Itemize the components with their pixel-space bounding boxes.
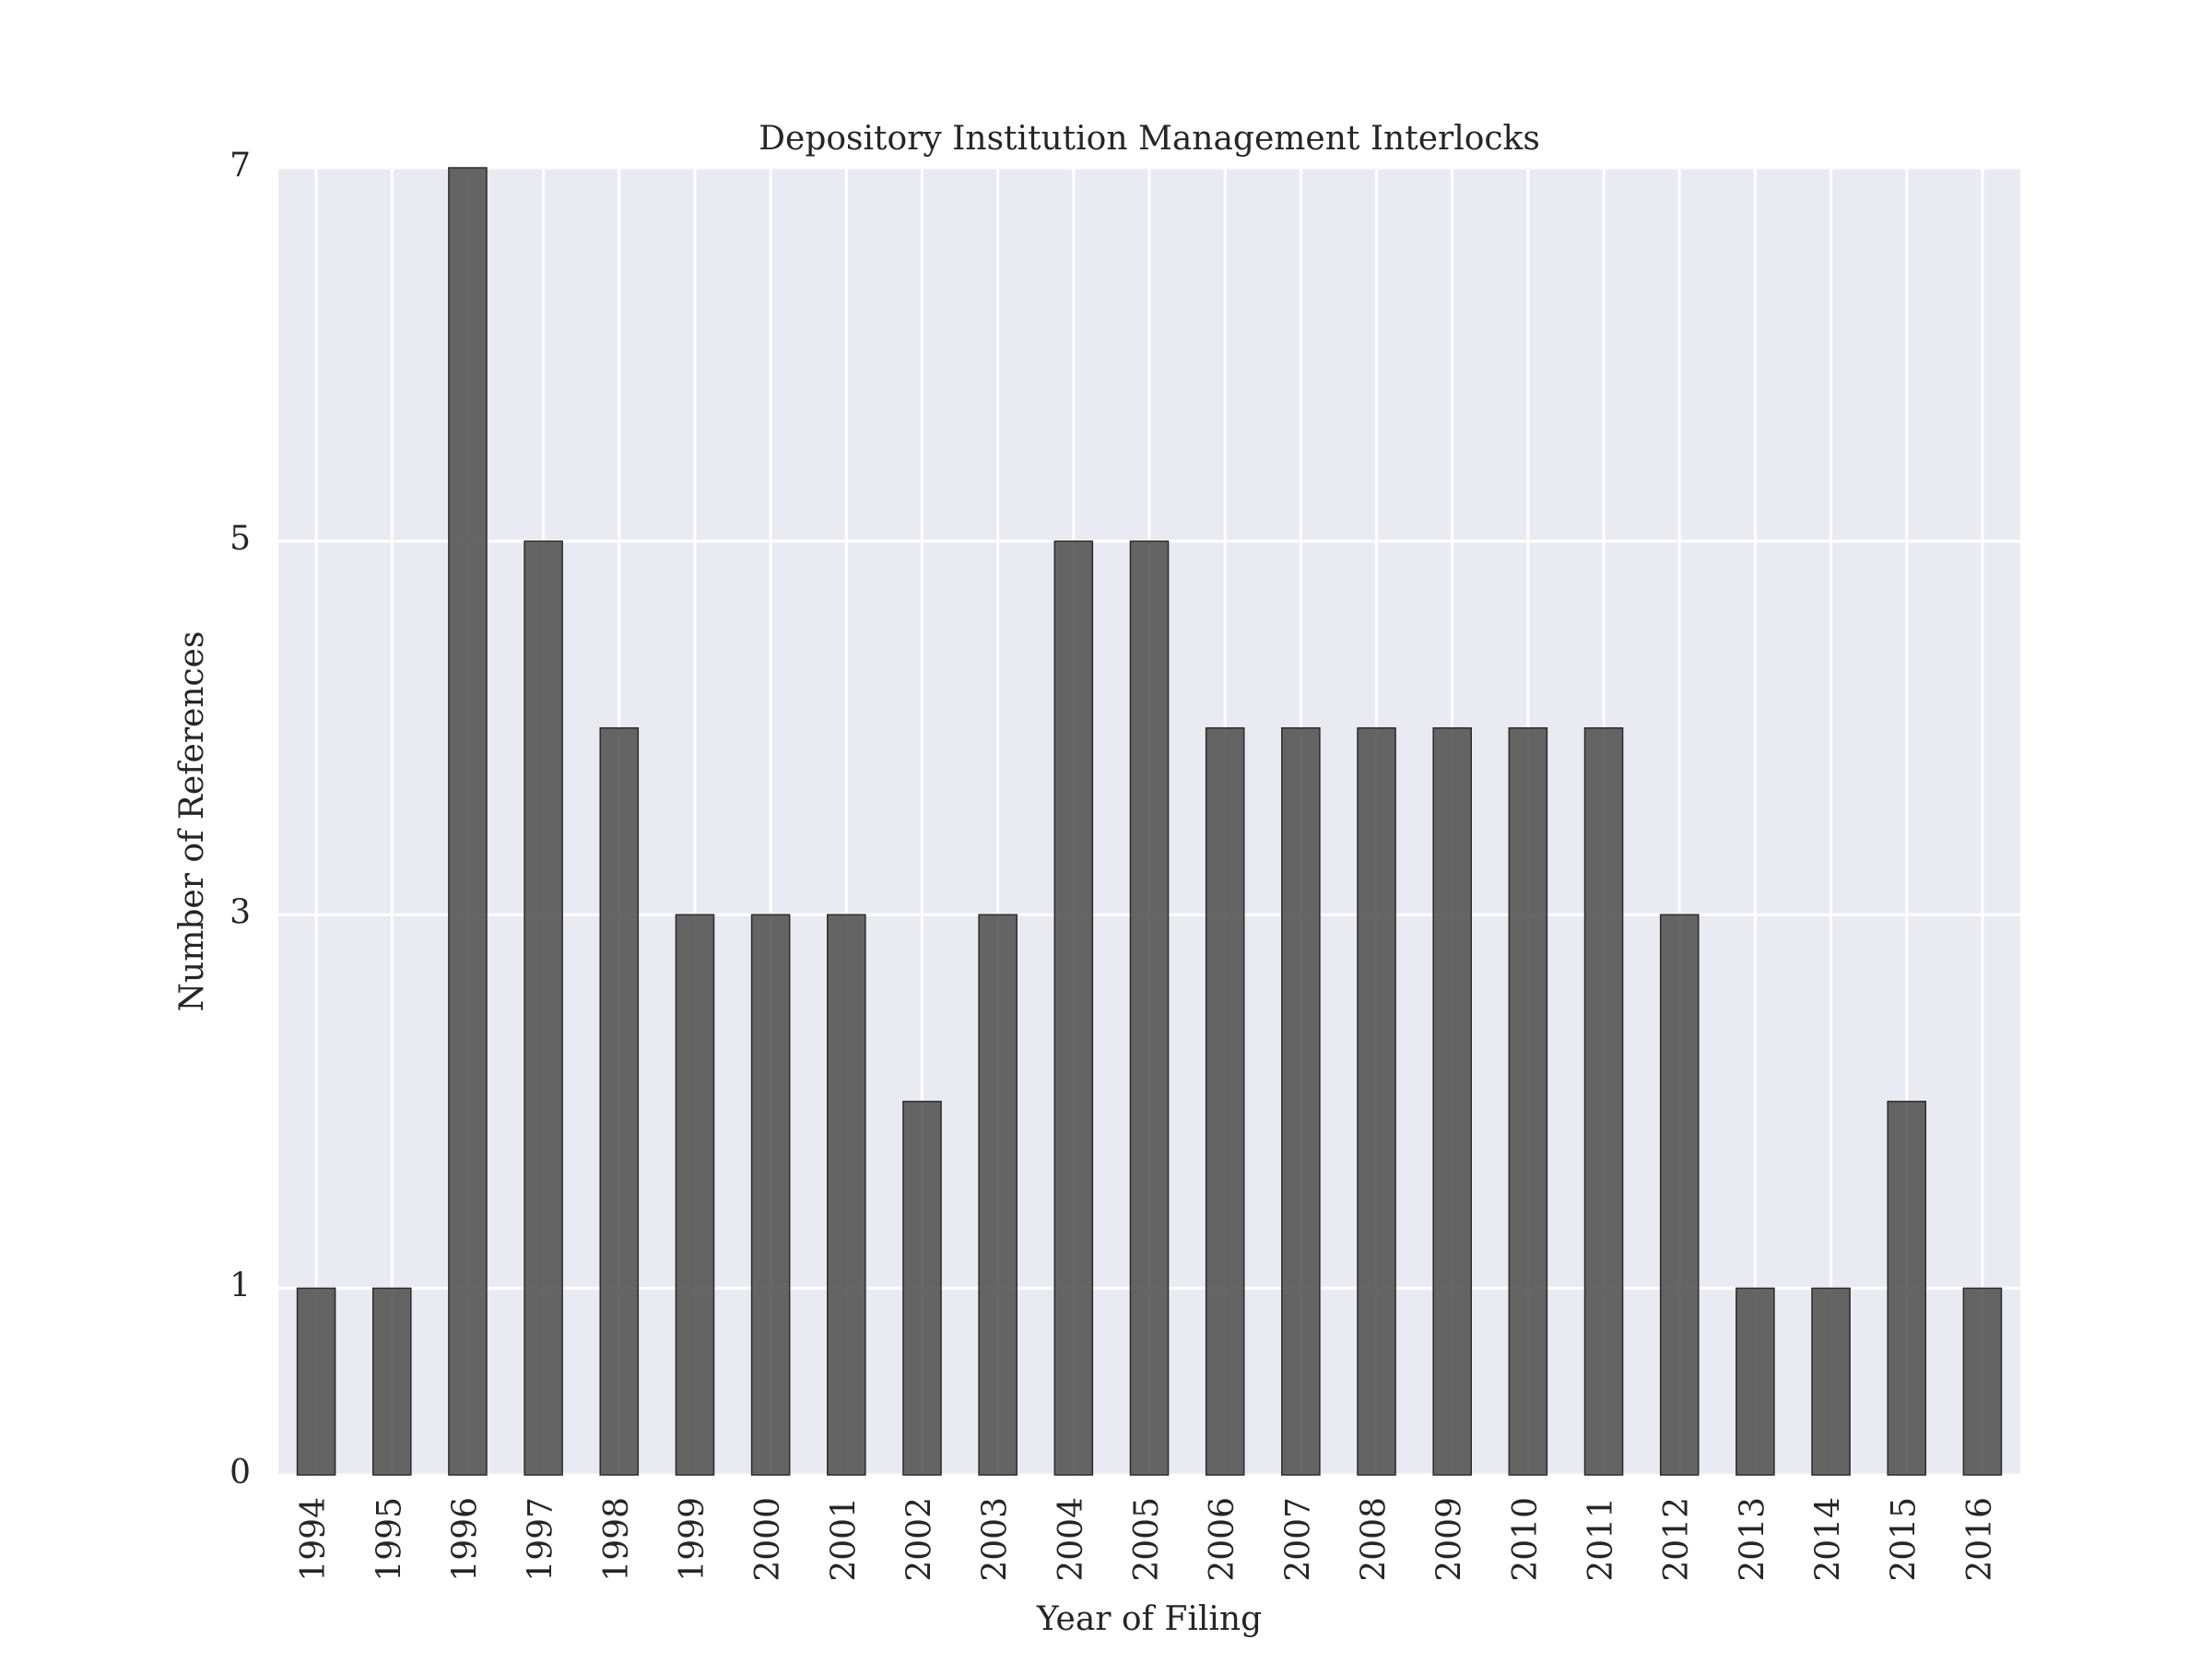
- x-tick-label: 2012: [1658, 1497, 1696, 1582]
- y-tick-label: 0: [229, 1454, 251, 1492]
- x-tick-label: 2008: [1356, 1497, 1394, 1582]
- bar-2008: [1357, 726, 1396, 1476]
- x-tick-label: 2014: [1810, 1497, 1848, 1582]
- bars: [296, 167, 2003, 1476]
- y-tick-label: 1: [229, 1267, 251, 1304]
- y-axis-label: Number of References: [173, 631, 211, 1012]
- bar-2007: [1281, 726, 1321, 1476]
- x-tick-label: 1998: [598, 1497, 636, 1582]
- x-tick-label: 2016: [1961, 1497, 1999, 1582]
- x-tick-label: 2002: [900, 1497, 938, 1582]
- x-axis-label: Year of Filing: [1036, 1600, 1262, 1638]
- bar-2010: [1508, 726, 1548, 1476]
- x-tick-label: 2004: [1053, 1497, 1090, 1582]
- x-tick-label: 1994: [295, 1497, 333, 1582]
- bar-2002: [902, 1101, 942, 1476]
- bar-2004: [1053, 540, 1094, 1476]
- y-tick-label: 3: [229, 893, 251, 931]
- bar-1998: [599, 726, 640, 1476]
- y-tick-label: 5: [229, 520, 251, 558]
- x-tick-label: 2000: [749, 1497, 787, 1582]
- bar-1995: [371, 1287, 412, 1476]
- x-tick-label: 2015: [1886, 1497, 1924, 1582]
- bar-2013: [1735, 1287, 1775, 1476]
- bar-1996: [448, 167, 488, 1476]
- x-tick-label: 1996: [446, 1497, 484, 1582]
- bar-2001: [827, 914, 866, 1476]
- x-tick-label: 2013: [1734, 1497, 1771, 1582]
- x-tick-label: 2006: [1204, 1497, 1241, 1582]
- x-tick-label: 2007: [1279, 1497, 1317, 1582]
- bar-2006: [1205, 726, 1245, 1476]
- x-tick-label: 2005: [1128, 1497, 1166, 1582]
- x-tick-label: 2011: [1583, 1497, 1620, 1582]
- bar-2011: [1583, 726, 1624, 1476]
- x-tick-label: 2010: [1507, 1497, 1545, 1582]
- x-tick-label: 1999: [674, 1497, 712, 1582]
- y-tick-label: 7: [229, 147, 251, 184]
- x-tick-label: 2003: [977, 1497, 1015, 1582]
- bar-2012: [1659, 914, 1700, 1476]
- bar-2015: [1887, 1101, 1927, 1476]
- x-tick-label: 2001: [825, 1497, 863, 1582]
- bar-2014: [1811, 1287, 1851, 1476]
- bar-1999: [675, 914, 715, 1476]
- y-tick-labels: 0 1 3 5 7: [229, 147, 251, 1492]
- bar-2005: [1129, 540, 1170, 1476]
- x-tick-label: 2009: [1431, 1497, 1469, 1582]
- bar-2003: [978, 914, 1018, 1476]
- bar-2009: [1432, 726, 1472, 1476]
- bar-1997: [524, 540, 563, 1476]
- x-tick-label: 1997: [523, 1497, 560, 1582]
- chart-title: Depository Institution Management Interl…: [759, 120, 1540, 158]
- x-tick-label: 1995: [371, 1497, 408, 1582]
- bar-2016: [1962, 1287, 2003, 1476]
- bar-2000: [750, 914, 791, 1476]
- x-tick-labels: 1994 1995 1996 1997 1998 1999 2000 2001 2002 2003…: [295, 1497, 1999, 1582]
- bar-1994: [296, 1287, 336, 1476]
